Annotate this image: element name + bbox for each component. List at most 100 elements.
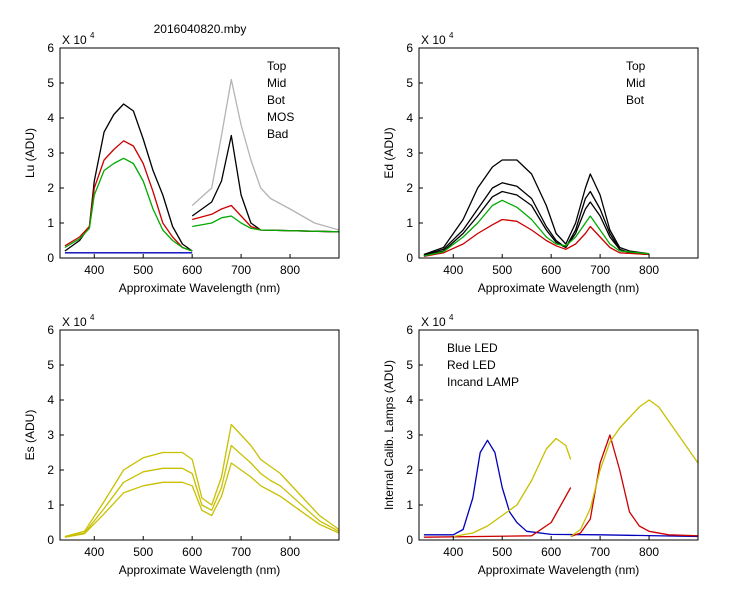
legend-entry-mid: Mid [267,76,286,90]
series-line-top [423,182,650,256]
series-line-top [423,159,650,256]
legend-entry-incand-lamp: Incand LAMP [447,375,519,389]
legend-entry-mos: MOS [267,110,294,124]
x-tick-label: 500 [133,263,153,277]
series-line-bad [191,78,339,231]
y-tick-label: 0 [47,533,54,547]
legend-entry-bot: Bot [267,93,286,107]
y-tick-label: 6 [406,323,413,337]
y-axis-label: Internal Calib. Lamps (ADU) [382,360,396,510]
y-tick-label: 4 [47,111,54,125]
x-tick-label: 400 [443,263,463,277]
series-line-top [423,190,650,257]
y-tick-label: 2 [47,463,54,477]
y-axis-label: Ed (ADU) [382,127,396,178]
plot-frame [59,47,340,259]
x-tick-label: 500 [492,545,512,559]
legend-entry-blue-led: Blue LED [447,341,498,355]
series-line-blue-led [423,439,698,538]
x-tick-label: 500 [492,263,512,277]
y-tick-label: 0 [47,251,54,265]
axis-multiplier: X 10 [421,315,446,329]
legend-entry-red-led: Red LED [447,358,496,372]
y-tick-label: 5 [406,76,413,90]
series-line-incand-lamp [570,399,698,538]
x-tick-label: 600 [541,545,561,559]
y-tick-label: 4 [406,393,413,407]
y-tick-label: 1 [406,498,413,512]
y-tick-label: 6 [47,323,54,337]
y-tick-label: 6 [47,41,54,55]
x-tick-label: 800 [639,263,659,277]
plot-frame [418,47,699,259]
series-line-bot [64,157,193,252]
y-tick-label: 2 [47,181,54,195]
x-tick-label: 800 [280,263,300,277]
x-tick-label: 800 [639,545,659,559]
y-tick-label: 3 [47,146,54,160]
y-axis-label: Lu (ADU) [23,128,37,178]
figure-title: 2016040820.mby [154,22,247,36]
y-tick-label: 2 [406,463,413,477]
series-line-es-mid [64,444,339,538]
y-tick-label: 6 [406,41,413,55]
series-group [423,159,650,257]
y-tick-label: 2 [406,181,413,195]
series-line-bot [423,199,650,257]
axis-multiplier-exponent: 4 [90,313,95,322]
x-tick-label: 700 [590,545,610,559]
y-tick-label: 1 [406,216,413,230]
series-line-top [64,103,193,252]
y-tick-label: 0 [406,251,413,265]
y-tick-label: 0 [406,533,413,547]
series-group [64,423,339,538]
axis-multiplier-exponent: 4 [449,313,454,322]
axis-multiplier: X 10 [62,33,87,47]
x-axis-label: Approximate Wavelength (nm) [478,281,640,295]
y-tick-label: 5 [47,76,54,90]
x-tick-label: 500 [133,545,153,559]
x-tick-label: 700 [231,545,251,559]
x-axis-label: Approximate Wavelength (nm) [119,563,281,577]
x-tick-label: 600 [182,545,202,559]
legend-entry-bad: Bad [267,127,288,141]
y-tick-label: 3 [406,146,413,160]
x-tick-label: 600 [541,263,561,277]
y-tick-label: 3 [406,428,413,442]
legend-entry-top: Top [626,59,646,73]
x-tick-label: 700 [231,263,251,277]
y-tick-label: 1 [47,498,54,512]
series-line-incand-lamp [453,437,572,538]
legend-entry-top: Top [267,59,287,73]
series-line-es-upper [64,423,339,538]
legend-entry-bot: Bot [626,93,645,107]
y-tick-label: 4 [406,111,413,125]
series-line-red-led [570,434,698,538]
y-tick-label: 1 [47,216,54,230]
x-axis-label: Approximate Wavelength (nm) [119,281,281,295]
x-tick-label: 800 [280,545,300,559]
x-tick-label: 400 [84,263,104,277]
series-line-mid [192,204,339,233]
series-line-top [191,134,339,233]
axis-multiplier: X 10 [62,315,87,329]
series-line-bot [192,215,339,233]
x-tick-label: 400 [443,545,463,559]
x-tick-label: 600 [182,263,202,277]
y-tick-label: 5 [47,358,54,372]
y-tick-label: 3 [47,428,54,442]
x-axis-label: Approximate Wavelength (nm) [478,563,640,577]
axis-multiplier-exponent: 4 [90,31,95,40]
series-line-red-led [423,487,572,538]
axis-multiplier-exponent: 4 [449,31,454,40]
legend-entry-mid: Mid [626,76,645,90]
series-group [64,78,339,254]
x-tick-label: 400 [84,545,104,559]
y-axis-label: Es (ADU) [23,410,37,461]
